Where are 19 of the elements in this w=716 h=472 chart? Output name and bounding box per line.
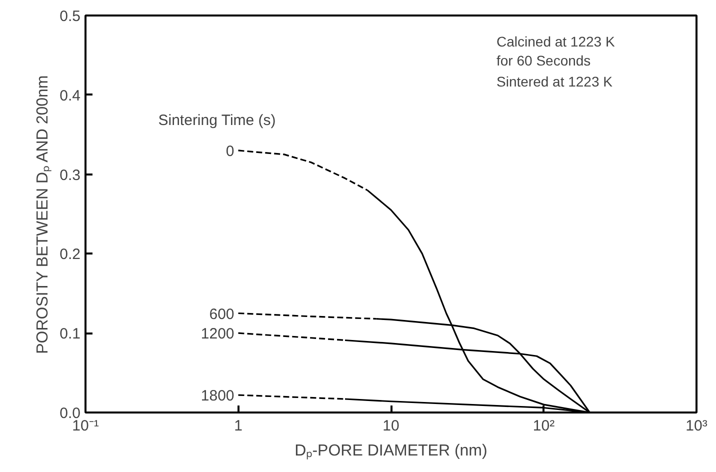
y-tick-label: 0.1 (60, 326, 81, 343)
x-tick-label: 10⁻¹ (72, 418, 99, 434)
y-tick-label: 0.3 (60, 166, 81, 184)
annotation: Sintered at 1223 K (496, 74, 614, 90)
x-axis-title: Dₚ-PORE DIAMETER (nm) (294, 442, 488, 460)
series-label: 1200 (200, 326, 234, 343)
y-tick-label: 0.4 (60, 87, 81, 104)
series-label: 0 (226, 142, 234, 160)
y-tick-label: 0.2 (60, 246, 81, 264)
y-axis-title: POROSITY BETWEEN Dₚ AND 200nm (34, 75, 52, 354)
series-label: 600 (209, 306, 234, 323)
x-tick-label: 10³ (686, 418, 708, 434)
legend-title: Sintering Time (s) (158, 112, 276, 129)
series-label: 1800 (200, 388, 234, 405)
annotation: Calcined at 1223 K for 60 Seconds (496, 34, 616, 69)
x-tick-label: 10 (382, 418, 400, 434)
y-tick-label: 0.5 (60, 8, 81, 25)
x-tick-label: 10² (532, 418, 555, 434)
x-tick-label: 1 (234, 418, 242, 434)
